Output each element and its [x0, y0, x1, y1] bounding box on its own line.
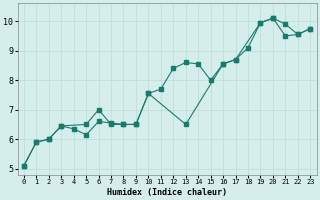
X-axis label: Humidex (Indice chaleur): Humidex (Indice chaleur): [107, 188, 227, 197]
